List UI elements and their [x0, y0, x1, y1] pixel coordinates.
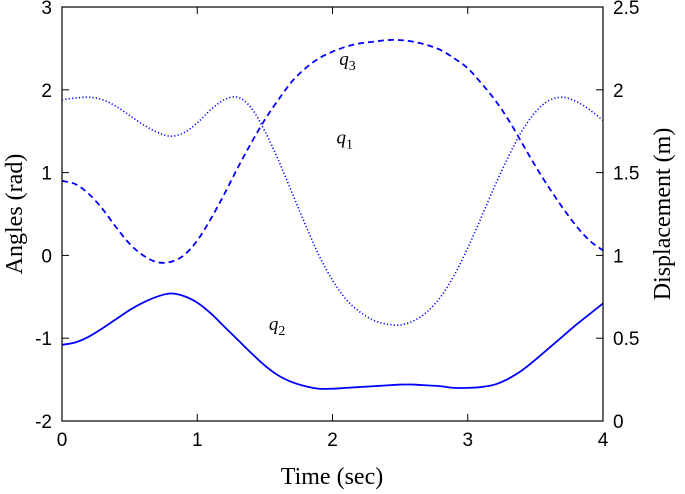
series-line-q1: [61, 39, 604, 264]
axis-ticks: 0 1 2 3 4 -2 -1 0 1 2 3 0 0.5 1 1.5 2 2.5: [35, 0, 639, 451]
right-y-tick-label: 0: [613, 412, 624, 433]
right-y-tick-label: 2: [613, 81, 624, 102]
series-line-q3: [61, 95, 604, 326]
plot-frame: [61, 6, 604, 422]
left-y-tick-label: -1: [35, 329, 52, 350]
left-y-tick-label: 1: [41, 164, 52, 185]
x-tick-label: 3: [462, 430, 473, 451]
annotation-q3: q3: [339, 49, 356, 74]
x-tick-label: 0: [57, 430, 68, 451]
left-y-tick-label: 3: [41, 0, 52, 19]
right-y-axis-title: Displacement (m): [650, 128, 676, 301]
left-y-tick-label: 2: [41, 81, 52, 102]
right-y-tick-label: 1: [613, 246, 624, 267]
x-tick-label: 2: [327, 430, 338, 451]
x-axis-title: Time (sec): [281, 464, 383, 490]
annotation-q2: q2: [269, 314, 286, 339]
left-y-tick-label: 0: [41, 246, 52, 267]
series-line-q2: [61, 292, 604, 390]
x-tick-label: 4: [598, 430, 609, 451]
left-y-axis-title: Angles (rad): [2, 154, 28, 275]
annotation-q1: q1: [337, 128, 354, 153]
plot-lines: [61, 39, 604, 390]
series-annotations: q3 q1 q2: [269, 49, 356, 339]
x-tick-label: 1: [192, 430, 203, 451]
right-y-tick-label: 0.5: [613, 329, 639, 350]
left-y-tick-label: -2: [35, 412, 52, 433]
right-y-tick-label: 1.5: [613, 164, 639, 185]
right-y-tick-label: 2.5: [613, 0, 639, 19]
